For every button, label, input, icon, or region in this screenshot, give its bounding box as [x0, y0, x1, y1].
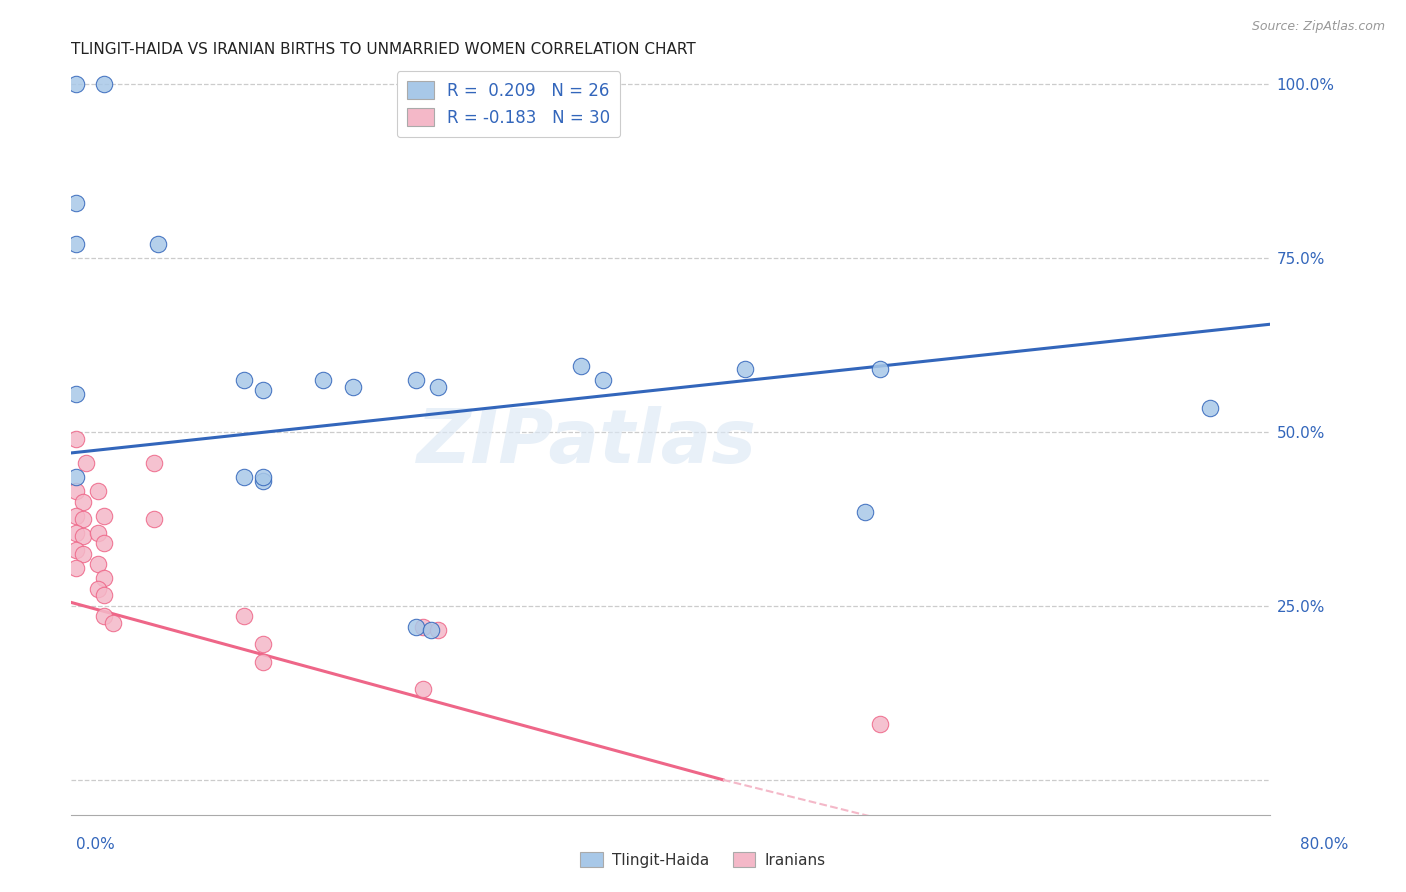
Point — [312, 373, 335, 387]
Text: 0.0%: 0.0% — [76, 838, 115, 852]
Point — [72, 529, 94, 543]
Point — [65, 78, 87, 92]
Point — [427, 624, 450, 638]
Point — [65, 543, 87, 558]
Point — [72, 494, 94, 508]
Point — [65, 432, 87, 446]
Point — [65, 525, 87, 540]
Legend: R =  0.209   N = 26, R = -0.183   N = 30: R = 0.209 N = 26, R = -0.183 N = 30 — [396, 71, 620, 137]
Point — [142, 456, 165, 470]
Point — [252, 655, 274, 669]
Point — [65, 508, 87, 523]
Point — [72, 512, 94, 526]
Point — [93, 536, 115, 550]
Point — [1364, 78, 1386, 92]
Point — [405, 620, 427, 634]
Point — [869, 362, 891, 376]
Point — [427, 380, 450, 394]
Point — [146, 237, 169, 252]
Point — [412, 682, 434, 697]
Point — [569, 359, 592, 373]
Point — [65, 386, 87, 401]
Point — [87, 558, 110, 572]
Point — [853, 505, 876, 519]
Point — [65, 470, 87, 484]
Point — [1364, 401, 1386, 415]
Point — [87, 484, 110, 499]
Point — [1199, 401, 1222, 415]
Point — [252, 384, 274, 398]
Text: ZIPatlas: ZIPatlas — [416, 406, 756, 479]
Y-axis label: Births to Unmarried Women: Births to Unmarried Women — [0, 341, 7, 545]
Point — [93, 78, 115, 92]
Point — [734, 362, 756, 376]
Point — [93, 571, 115, 585]
Point — [232, 609, 254, 624]
Point — [252, 474, 274, 488]
Point — [869, 717, 891, 731]
Point — [87, 525, 110, 540]
Point — [65, 484, 87, 499]
Point — [65, 237, 87, 252]
Point — [103, 616, 125, 631]
Point — [419, 624, 441, 638]
Point — [142, 512, 165, 526]
Text: 80.0%: 80.0% — [1301, 838, 1348, 852]
Point — [232, 470, 254, 484]
Point — [65, 560, 87, 574]
Point — [72, 547, 94, 561]
Point — [93, 609, 115, 624]
Text: TLINGIT-HAIDA VS IRANIAN BIRTHS TO UNMARRIED WOMEN CORRELATION CHART: TLINGIT-HAIDA VS IRANIAN BIRTHS TO UNMAR… — [72, 42, 696, 57]
Point — [412, 620, 434, 634]
Point — [87, 582, 110, 596]
Point — [342, 380, 364, 394]
Point — [252, 637, 274, 651]
Point — [232, 373, 254, 387]
Point — [405, 373, 427, 387]
Point — [93, 589, 115, 603]
Text: Source: ZipAtlas.com: Source: ZipAtlas.com — [1251, 20, 1385, 33]
Legend: Tlingit-Haida, Iranians: Tlingit-Haida, Iranians — [574, 846, 832, 873]
Point — [592, 373, 614, 387]
Point — [75, 456, 97, 470]
Point — [252, 470, 274, 484]
Point — [65, 195, 87, 210]
Point — [93, 508, 115, 523]
